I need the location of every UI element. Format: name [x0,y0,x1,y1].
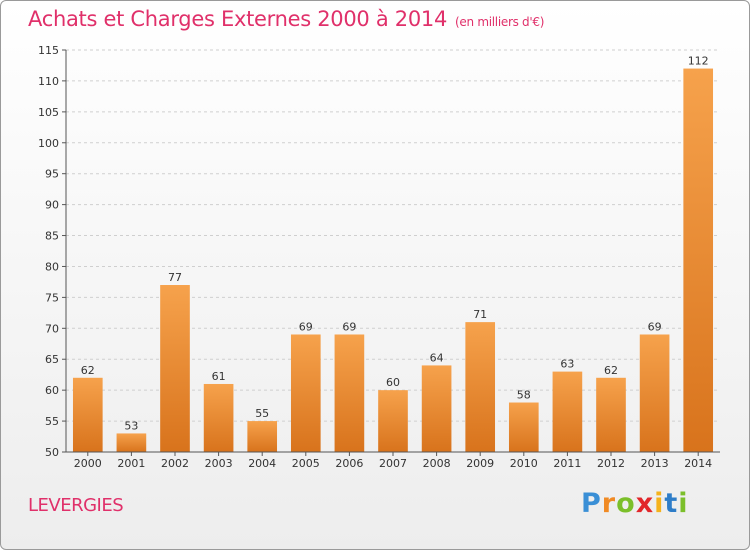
logo-letter: x [635,488,655,519]
x-tick-label: 2014 [684,457,712,470]
x-tick-label: 2013 [641,457,669,470]
data-label: 69 [342,320,356,333]
x-tick-label: 2012 [597,457,625,470]
chart-title: Achats et Charges Externes 2000 à 2014 (e… [28,7,544,31]
y-tick-label: 105 [38,106,59,119]
x-tick-label: 2000 [74,457,102,470]
x-tick-label: 2004 [248,457,276,470]
logo-letter: o [616,488,636,519]
data-label: 69 [299,320,313,333]
bar [421,365,452,452]
data-label: 62 [81,364,95,377]
bar [116,433,147,452]
bar [508,402,539,452]
x-axis: 2000 2001 2002 2003 2004 2005 2006 2007 2008 2009… [66,451,720,470]
bar [247,421,278,452]
y-tick-label: 60 [45,384,59,397]
y-tick-label: 85 [45,230,59,243]
bar [639,334,670,452]
logo-letter: i [654,488,665,519]
y-tick-label: 115 [38,44,59,57]
x-tick-label: 2009 [466,457,494,470]
y-tick-label: 70 [45,322,59,335]
x-tick-label: 2002 [161,457,189,470]
bar [683,68,714,453]
data-label: 55 [255,407,269,420]
y-tick-label: 75 [45,291,59,304]
y-tick-label: 110 [38,75,59,88]
y-axis: 50 55 60 65 70 75 80 85 90 95 100 105 110 115 [38,44,67,459]
x-tick-label: 2010 [510,457,538,470]
bar [596,377,626,452]
data-label: 71 [473,308,487,321]
bar [290,334,321,452]
x-tick-label: 2011 [553,457,581,470]
x-tick-label: 2006 [335,457,363,470]
proxiti-logo[interactable]: Proxiti [581,488,689,519]
bar [334,334,365,452]
bar [552,371,583,452]
y-tick-label: 100 [38,137,59,150]
bar [203,383,234,452]
data-label: 58 [517,389,531,402]
logo-letter: i [678,488,689,519]
y-tick-label: 80 [45,260,59,273]
data-label: 69 [648,320,662,333]
x-tick-label: 2007 [379,457,407,470]
x-tick-label: 2003 [205,457,233,470]
bar [160,285,190,452]
data-label: 62 [604,364,618,377]
bar [465,322,496,452]
bar [72,377,103,452]
logo-letter: P [581,488,602,519]
data-label: 77 [168,271,182,284]
data-label: 53 [124,419,138,432]
y-tick-label: 90 [45,199,59,212]
x-tick-label: 2008 [423,457,451,470]
x-tick-label: 2005 [292,457,320,470]
chart-subtitle: (en milliers d'€) [455,15,545,29]
x-tick-label: 2001 [117,457,145,470]
data-label: 63 [560,358,574,371]
commune-name: LEVERGIES [28,495,124,516]
y-tick-label: 50 [45,446,59,459]
chart-title-text: Achats et Charges Externes 2000 à 2014 [28,7,448,31]
data-label: 112 [688,55,709,68]
bars: 62 53 77 61 55 69 69 60 64 71 58 63 62 69 112 [72,55,714,453]
y-tick-label: 65 [45,353,59,366]
bar [378,390,408,452]
data-label: 64 [430,351,444,364]
logo-letter: t [664,488,679,519]
data-label: 61 [212,370,226,383]
logo-letter: r [601,488,617,519]
y-tick-label: 55 [45,415,59,428]
data-label: 60 [386,376,400,389]
y-tick-label: 95 [45,168,59,181]
